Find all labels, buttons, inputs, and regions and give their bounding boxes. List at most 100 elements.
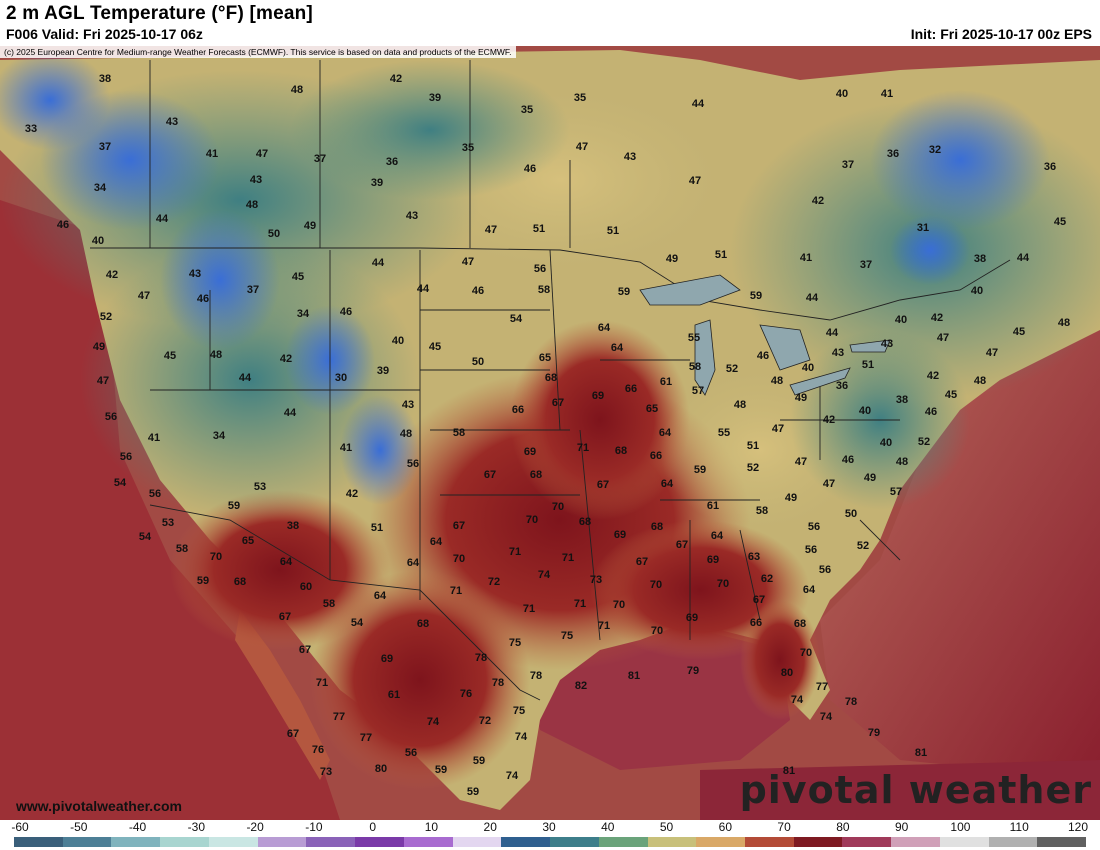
colorbar-segment: [208, 837, 258, 847]
cold-colorado: [340, 395, 420, 505]
colorbar-segment: [939, 837, 989, 847]
temperature-label: 69: [381, 653, 393, 665]
temperature-label: 81: [783, 765, 795, 777]
colorbar-segment: [550, 837, 599, 847]
temperature-label: 43: [250, 174, 262, 186]
temperature-label: 49: [666, 253, 678, 265]
temperature-label: 69: [524, 446, 536, 458]
temperature-label: 69: [614, 529, 626, 541]
temperature-label: 59: [228, 500, 240, 512]
temperature-label: 40: [971, 285, 983, 297]
colorbar-tick-label: 100: [950, 820, 971, 834]
colorbar-segment: [62, 837, 112, 847]
temperature-label: 66: [650, 450, 662, 462]
temperature-label: 54: [139, 531, 152, 543]
temperature-label: 61: [388, 689, 400, 701]
brand-logo: pivotal weather: [739, 768, 1092, 812]
temperature-label: 47: [97, 375, 109, 387]
temperature-label: 48: [400, 428, 412, 440]
temperature-label: 76: [312, 744, 324, 756]
temperature-label: 78: [492, 677, 504, 689]
temperature-map: 38 42 48 39 35 35 44 40 41 33 43 37 41 47 37 36 35 47 43 36…: [0, 46, 1100, 820]
temperature-label: 34: [94, 182, 107, 194]
temperature-label: 58: [323, 598, 335, 610]
caribbean-sea: [700, 760, 1100, 820]
temperature-labels: 38 42 48 39 35 35 44 40 41 33 43 37 41 47 37 36 35 47 43 36…: [25, 73, 1070, 798]
temperature-label: 45: [1013, 326, 1025, 338]
temperature-label: 56: [805, 544, 817, 556]
temperature-label: 67: [552, 397, 564, 409]
colorbar: -60 -50 -40 -30 -20 -10 0 10 20 30 40 50 60 70 80 90 100…: [0, 820, 1100, 850]
map-canvas: 38 42 48 39 35 35 44 40 41 33 43 37 41 47 37 36 35 47 43 36…: [0, 46, 1100, 820]
temperature-label: 72: [488, 576, 500, 588]
temperature-label: 47: [138, 290, 150, 302]
temperature-label: 68: [417, 618, 429, 630]
temperature-label: 37: [860, 259, 872, 271]
temperature-label: 71: [523, 603, 535, 615]
colorbar-scale: [14, 837, 1087, 847]
temperature-label: 64: [661, 478, 674, 490]
temperature-label: 57: [692, 385, 704, 397]
temperature-label: 50: [268, 228, 280, 240]
temperature-label: 61: [660, 376, 672, 388]
colorbar-tick-label: 50: [659, 820, 674, 834]
temperature-label: 51: [715, 249, 727, 261]
temperature-label: 36: [1044, 161, 1056, 173]
temperature-label: 74: [506, 770, 519, 782]
temperature-label: 36: [386, 156, 398, 168]
cold-quebec: [870, 90, 1050, 230]
colorbar-segment: [111, 837, 161, 847]
temperature-label: 40: [92, 235, 104, 247]
temperature-label: 54: [510, 313, 523, 325]
temperature-label: 47: [256, 148, 268, 160]
temperature-label: 60: [300, 581, 312, 593]
temperature-label: 44: [826, 327, 839, 339]
temperature-label: 67: [299, 644, 311, 656]
temperature-label: 68: [651, 521, 663, 533]
temperature-label: 43: [881, 338, 893, 350]
colorbar-tick-label: 120: [1067, 820, 1089, 834]
temperature-label: 42: [390, 73, 402, 85]
temperature-label: 44: [284, 407, 297, 419]
temperature-label: 46: [757, 350, 769, 362]
temperature-label: 67: [676, 539, 688, 551]
colorbar-segment: [745, 837, 794, 847]
temperature-label: 43: [406, 210, 418, 222]
temperature-label: 71: [509, 546, 521, 558]
temperature-label: 70: [453, 553, 465, 565]
temperature-label: 56: [808, 521, 820, 533]
temperature-label: 51: [533, 223, 545, 235]
temperature-label: 74: [515, 731, 528, 743]
temperature-label: 76: [460, 688, 472, 700]
temperature-label: 44: [1017, 252, 1030, 264]
temperature-label: 40: [880, 437, 892, 449]
temperature-label: 56: [534, 263, 546, 275]
temperature-label: 64: [430, 536, 443, 548]
temperature-label: 48: [771, 375, 783, 387]
temperature-label: 75: [513, 705, 525, 717]
temperature-label: 59: [618, 286, 630, 298]
temperature-label: 43: [832, 347, 844, 359]
temperature-label: 81: [628, 670, 640, 682]
temperature-label: 80: [781, 667, 793, 679]
temperature-label: 36: [836, 380, 848, 392]
temperature-label: 65: [646, 403, 658, 415]
temperature-label: 49: [304, 220, 316, 232]
temperature-label: 54: [114, 477, 127, 489]
temperature-label: 56: [149, 488, 161, 500]
temperature-label: 40: [392, 335, 404, 347]
temperature-label: 78: [530, 670, 542, 682]
temperature-label: 62: [761, 573, 773, 585]
temperature-label: 68: [794, 618, 806, 630]
temperature-label: 44: [806, 292, 819, 304]
map-header: 2 m AGL Temperature (°F) [mean] F006 Val…: [0, 0, 1100, 46]
temperature-label: 37: [99, 141, 111, 153]
temperature-label: 47: [937, 332, 949, 344]
temperature-label: 48: [1058, 317, 1070, 329]
temperature-label: 42: [927, 370, 939, 382]
colorbar-segment: [598, 837, 648, 847]
temperature-label: 69: [707, 554, 719, 566]
temperature-label: 38: [287, 520, 299, 532]
baja-peninsula: [235, 610, 330, 780]
temperature-label: 64: [711, 530, 724, 542]
